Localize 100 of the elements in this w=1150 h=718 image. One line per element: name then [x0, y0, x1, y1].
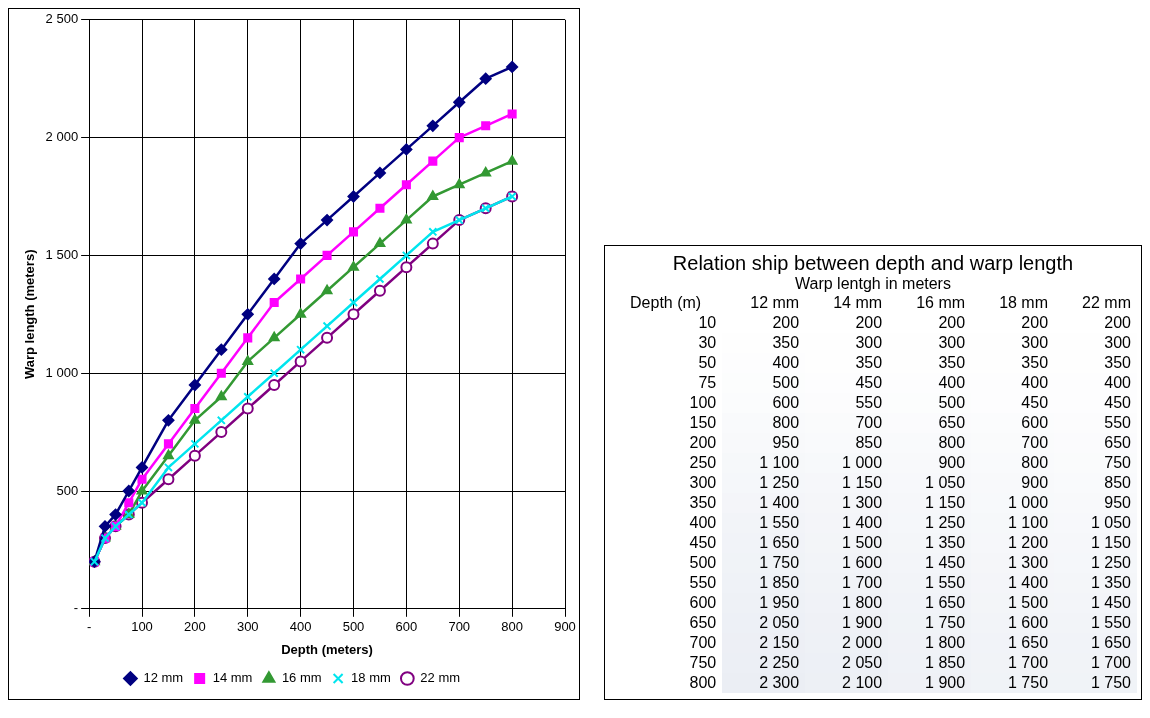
data-label: 450: [805, 373, 889, 393]
data-label: 2 250: [722, 653, 806, 673]
data-label: 1 750: [971, 673, 1055, 693]
y-tick-label: 30: [697, 333, 718, 353]
x-tick-label: 14 mm: [832, 293, 884, 313]
data-label: 950: [1054, 493, 1137, 513]
y-tick-label: 100: [688, 393, 718, 413]
x-tick-label: 600: [395, 619, 418, 635]
data-label: 700: [805, 413, 889, 433]
data-label: 1 150: [888, 493, 972, 513]
data-label: 500: [888, 393, 972, 413]
y-tick-label: 150: [688, 413, 718, 433]
data-label: 2 150: [722, 633, 806, 653]
x-tick-label: 800: [501, 619, 523, 635]
data-label: 1 750: [722, 553, 806, 573]
data-label: 1 650: [1054, 633, 1137, 653]
y-tick-label: 2 500: [45, 11, 79, 27]
data-label: 1 300: [971, 553, 1055, 573]
data-label: 1 250: [1054, 553, 1137, 573]
data-label: 600: [971, 413, 1055, 433]
data-label: 300: [1054, 333, 1137, 353]
data-label: 1 050: [1054, 513, 1137, 533]
y-tick-label: 1 500: [45, 246, 79, 262]
data-label: 2 300: [722, 673, 806, 693]
data-label: 1 550: [1054, 613, 1137, 633]
data-label: 1 200: [971, 533, 1055, 553]
data-label: 2 050: [805, 653, 889, 673]
data-label: 1 150: [1054, 533, 1137, 553]
x-tick-label: 400: [289, 619, 312, 635]
data-label: 300: [971, 333, 1055, 353]
y-tick-label: 800: [688, 673, 718, 693]
data-label: 700: [971, 433, 1055, 453]
data-label: 1 600: [971, 613, 1055, 633]
data-label: 1 400: [971, 573, 1055, 593]
data-label: 1 350: [888, 533, 972, 553]
data-label: 1 900: [805, 613, 889, 633]
data-label: 1 650: [722, 533, 806, 553]
x-tick-label: 12 mm: [749, 293, 801, 313]
data-label: 450: [1054, 393, 1137, 413]
data-label: 1 600: [805, 553, 889, 573]
data-label: 1 250: [888, 513, 972, 533]
y-tick-label: 200: [688, 433, 718, 453]
data-label: 200: [1054, 313, 1137, 333]
x-tick-label: 22 mm: [1081, 293, 1132, 313]
data-label: 1 000: [805, 453, 889, 473]
data-label: 400: [971, 373, 1055, 393]
data-label: 500: [722, 373, 806, 393]
data-label: 1 350: [1054, 573, 1137, 593]
y-tick-label: 10: [697, 313, 718, 333]
y-tick-label: 450: [688, 533, 718, 553]
data-label: 1 950: [722, 593, 806, 613]
legend-label: 16 mm: [281, 670, 322, 686]
data-label: 1 650: [888, 593, 972, 613]
data-label: 350: [888, 353, 972, 373]
data-label: 1 750: [1054, 673, 1137, 693]
data-label: 400: [1054, 373, 1137, 393]
y-tick-label: 600: [688, 593, 718, 613]
data-label: 2 050: [722, 613, 806, 633]
data-label: 800: [722, 413, 806, 433]
data-label: 200: [722, 313, 806, 333]
y-tick-label: 700: [688, 633, 718, 653]
data-label: 200: [888, 313, 972, 333]
data-label: 1 100: [722, 453, 806, 473]
y-tick-label: 2 000: [45, 129, 79, 145]
y-tick-label: 400: [688, 513, 718, 533]
x-tick-label: 300: [236, 619, 259, 635]
y-tick-label: 250: [688, 453, 718, 473]
data-label: 1 700: [1054, 653, 1137, 673]
data-label: 1 850: [722, 573, 806, 593]
y-tick-label: 50: [697, 353, 718, 373]
data-label: 200: [971, 313, 1055, 333]
data-label: 650: [888, 413, 972, 433]
data-label: 2 000: [805, 633, 889, 653]
data-label: 750: [1054, 453, 1137, 473]
y-tick-label: 500: [688, 553, 718, 573]
data-label: 1 900: [888, 673, 972, 693]
x-tick-label: 18 mm: [998, 293, 1050, 313]
x-tick-label: 100: [131, 619, 153, 635]
data-label: 1 750: [888, 613, 972, 633]
data-label: 1 400: [805, 513, 889, 533]
x-tick-label: 700: [448, 619, 471, 635]
data-label: 2 100: [805, 673, 889, 693]
x-tick-label: 16 mm: [915, 293, 967, 313]
y-tick-label: -: [73, 600, 79, 616]
data-label: 1 050: [888, 473, 972, 493]
y-tick-label: 75: [697, 373, 718, 393]
y-tick-label: 650: [688, 613, 718, 633]
data-label: 950: [722, 433, 806, 453]
data-label: 1 150: [805, 473, 889, 493]
data-label: 1 300: [805, 493, 889, 513]
data-label: 350: [971, 353, 1055, 373]
y-tick-label: 550: [688, 573, 718, 593]
data-label: 900: [971, 473, 1055, 493]
data-label: 1 700: [805, 573, 889, 593]
legend-label: 14 mm: [212, 670, 253, 686]
data-label: 300: [805, 333, 889, 353]
data-label: 850: [1054, 473, 1137, 493]
data-label: 800: [888, 433, 972, 453]
x-tick-label: -: [86, 619, 92, 635]
data-label: 1 450: [888, 553, 972, 573]
